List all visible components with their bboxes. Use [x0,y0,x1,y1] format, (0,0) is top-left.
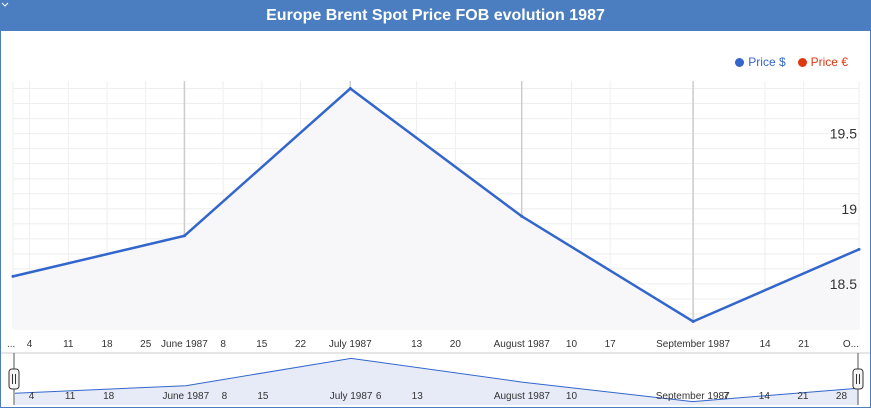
x-tick-label: 8 [220,339,226,350]
x-tick-label: August 1987 [494,339,551,350]
x-tick-label: 25 [140,339,152,350]
x-tick-label: 21 [798,339,810,350]
overview-tick-label: September 1987 [656,391,730,402]
x-tick-label: 18 [101,339,113,350]
overview-tick-label: 10 [566,391,578,402]
y-tick-label: 19 [841,201,857,217]
data-point [857,247,861,251]
x-tick-label: July 1987 [329,339,372,350]
overview-area [15,358,858,405]
overview-tick-label: 4 [29,391,35,402]
area-fill [13,88,859,329]
overview-tick-label: 7 [723,391,729,402]
legend-item-usd[interactable]: Price $ [735,55,786,69]
overview-tick-label: June 1987 [162,391,209,402]
legend-eur-dot-icon [797,57,807,67]
overview-tick-label: 28 [836,391,848,402]
y-tick-label: 19.5 [830,126,857,142]
overview-tick-label: 13 [412,391,424,402]
overview-tick-label: August 1987 [494,391,551,402]
range-handle-left[interactable] [8,353,20,405]
chart-title: Europe Brent Spot Price FOB evolution 19… [1,1,870,31]
overview-tick-label: July 1987 [330,391,373,402]
series-line-price-usd [12,86,860,323]
x-tick-label: ... [7,339,15,350]
data-point [691,319,695,323]
x-tick-label: 14 [759,339,771,350]
x-tick-label: 22 [295,339,307,350]
overview-tick-label: 15 [257,391,269,402]
x-tick-label: O... [843,339,859,350]
overview-tick-label: 11 [65,391,76,402]
overview-line [14,357,859,403]
overview-tick-label: 21 [797,391,809,402]
overview-tick-label: 14 [759,391,771,402]
data-point [348,87,352,91]
x-tick-label: 15 [256,339,268,350]
legend-item-eur[interactable]: Price € [797,55,848,69]
range-handle-right[interactable] [852,353,864,405]
collapse-chevron-icon[interactable] [1,1,9,9]
data-point [11,274,15,278]
x-tick-label: 11 [63,339,74,350]
overview-tick-label: 18 [103,391,115,402]
x-tick-label: 17 [605,339,617,350]
x-tick-label: 10 [566,339,578,350]
data-point [520,214,524,218]
data-point [182,234,186,238]
legend-usd-label: Price $ [748,55,786,69]
x-tick-label: 20 [450,339,462,350]
x-tick-label: June 1987 [161,339,208,350]
x-tick-label: 4 [27,339,33,350]
x-tick-label: September 1987 [656,339,730,350]
y-tick-label: 18.5 [830,276,857,292]
legend-usd-dot-icon [735,57,745,67]
overview-tick-label: 8 [222,391,228,402]
legend-eur-label: Price € [810,55,848,69]
legend: Price $ Price € [735,55,848,69]
x-tick-label: 13 [411,339,423,350]
overview-tick-label: 6 [376,391,382,402]
